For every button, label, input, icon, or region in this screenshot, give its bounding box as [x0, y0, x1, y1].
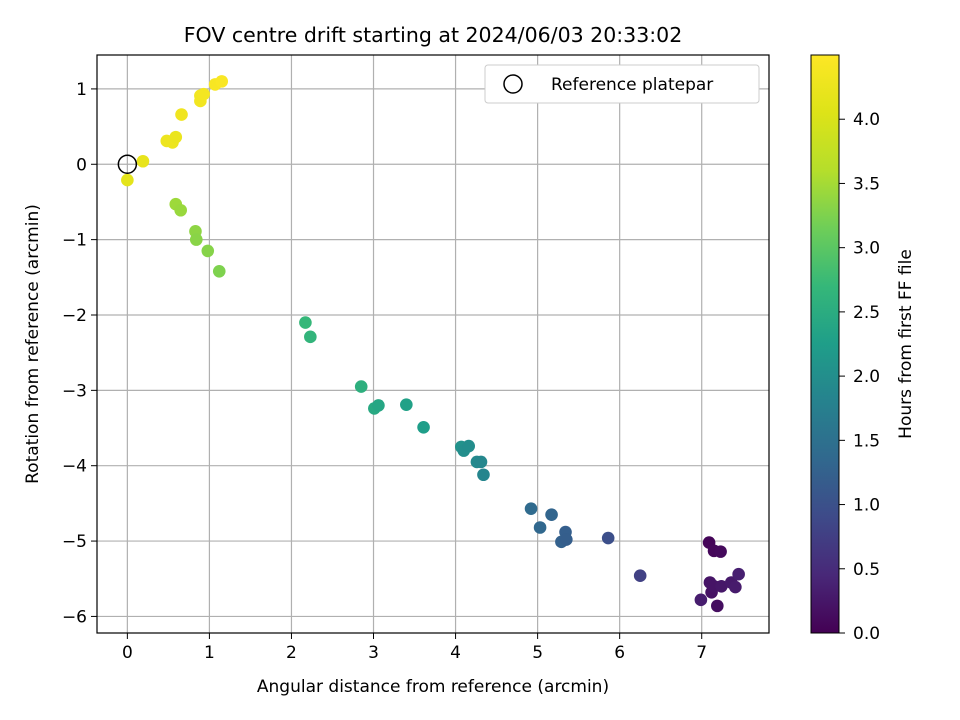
legend: Reference platepar: [484, 64, 760, 104]
y-tick-label: −4: [62, 457, 87, 477]
data-point: [304, 330, 317, 344]
data-point: [729, 580, 742, 594]
y-axis-label: Rotation from reference (arcmin): [23, 204, 43, 484]
data-point: [694, 593, 708, 607]
x-tick-label: 6: [614, 643, 625, 663]
y-tick-label: −3: [62, 381, 87, 401]
y-tick-label: −6: [62, 607, 87, 627]
x-tick-label: 7: [696, 643, 707, 663]
x-tick-label: 4: [450, 643, 461, 663]
x-tick-label: 3: [368, 643, 379, 663]
legend-box: [484, 64, 760, 104]
data-point: [197, 87, 210, 101]
colorbar-tick-label: 3.5: [853, 174, 880, 194]
data-point: [560, 533, 573, 546]
y-tick-label: −2: [62, 306, 87, 326]
y-tick-label: −5: [62, 532, 87, 552]
y-tick-label: 0: [76, 155, 87, 175]
data-point: [400, 398, 413, 411]
data-point: [715, 579, 728, 593]
data-point: [372, 399, 385, 412]
plot-frame: [96, 54, 770, 634]
colorbar-tick-label: 4.0: [853, 110, 880, 130]
data-point: [417, 420, 430, 434]
data-point: [533, 521, 547, 534]
data-point: [212, 264, 226, 278]
data-point: [524, 502, 538, 515]
data-point: [545, 508, 558, 521]
colorbar-ticks: 0.0 0.5 1.0 1.5 2.0 2.5 3.0 3.5 4.0: [839, 110, 880, 644]
data-point: [711, 599, 724, 613]
data-point: [732, 567, 745, 581]
colorbar-tick-label: 2.5: [853, 303, 880, 323]
y-axis-ticks: −6 −5 −4 −3 −2 −1 0 1: [62, 80, 97, 627]
legend-marker: [503, 74, 523, 94]
data-point: [174, 203, 187, 217]
scatter-points: [121, 75, 745, 613]
colorbar-tick-label: 1.0: [853, 496, 880, 516]
legend-label: Reference platepar: [551, 75, 713, 95]
x-tick-label: 5: [532, 643, 543, 663]
x-axis-ticks: 0 1 2 3 4 5 6 7: [122, 633, 707, 663]
x-tick-label: 0: [122, 643, 133, 663]
data-point: [477, 468, 490, 482]
colorbar-tick-label: 1.5: [853, 431, 880, 451]
x-tick-label: 1: [204, 643, 215, 663]
x-axis-label: Angular distance from reference (arcmin): [257, 677, 609, 697]
reference-marker: [117, 154, 138, 175]
grid: [97, 55, 769, 633]
data-point: [299, 316, 312, 329]
chart-title: FOV centre drift starting at 2024/06/03 …: [184, 23, 683, 47]
data-point: [474, 455, 488, 469]
data-point: [714, 545, 727, 558]
data-point: [601, 531, 615, 545]
colorbar-tick-label: 0.0: [853, 624, 880, 644]
x-tick-label: 2: [286, 643, 297, 663]
colorbar-tick-label: 3.0: [853, 239, 880, 259]
colorbar: [810, 54, 840, 634]
colorbar-tick-label: 2.0: [853, 367, 880, 387]
data-point: [354, 380, 368, 393]
data-point: [169, 130, 183, 144]
data-point: [215, 75, 229, 88]
data-point: [121, 173, 134, 187]
data-point: [201, 244, 215, 258]
data-point: [462, 439, 475, 453]
y-tick-label: 1: [76, 80, 87, 100]
data-point: [189, 233, 203, 246]
y-tick-label: −1: [62, 231, 87, 251]
data-point: [175, 108, 188, 121]
data-point: [633, 569, 647, 583]
data-point: [136, 154, 150, 168]
colorbar-tick-label: 0.5: [853, 560, 880, 580]
colorbar-label: Hours from first FF file: [896, 249, 916, 439]
